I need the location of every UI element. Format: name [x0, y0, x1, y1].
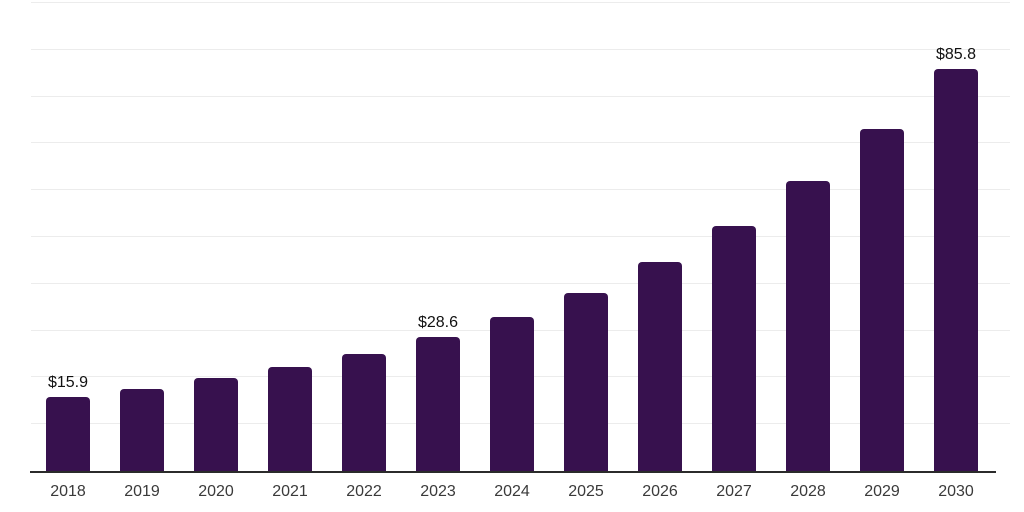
bar-slot-2024: [475, 3, 549, 471]
x-tick-label-2024: 2024: [494, 483, 530, 500]
gridline-40: [31, 282, 1010, 284]
bar-slot-2019: [105, 3, 179, 471]
gridline-80: [31, 95, 1010, 97]
bar-2024[interactable]: [490, 316, 534, 471]
x-tick-label-2030: 2030: [938, 483, 974, 500]
gridline-70: [31, 142, 1010, 144]
bar-2018[interactable]: [46, 396, 90, 471]
bar-slot-2026: [623, 3, 697, 471]
x-tick-label-2018: 2018: [50, 483, 86, 500]
bar-2030[interactable]: [934, 69, 978, 471]
x-axis-line: [30, 471, 996, 473]
bar-2028[interactable]: [786, 180, 830, 471]
gridline-100: [31, 2, 1010, 3]
value-label-2018: $15.9: [47, 373, 89, 391]
x-tick-label-2027: 2027: [716, 483, 752, 500]
x-tick-label-2025: 2025: [568, 483, 604, 500]
bars-container: $15.9 $28.6 $85.8: [31, 3, 993, 471]
x-tick-label-2022: 2022: [346, 483, 382, 500]
bar-2026[interactable]: [638, 262, 682, 471]
x-tick-label-2020: 2020: [198, 483, 234, 500]
x-tick-label-2029: 2029: [864, 483, 900, 500]
bar-2021[interactable]: [268, 367, 312, 471]
gridline-90: [31, 48, 1010, 50]
value-label-2023: $28.6: [417, 314, 459, 332]
plot-area: $15.9 $28.6 $85.8: [30, 2, 1010, 473]
bar-slot-2030: $85.8: [919, 3, 993, 471]
x-tick-label-2021: 2021: [272, 483, 308, 500]
bar-2027[interactable]: [712, 226, 756, 471]
bar-2029[interactable]: [860, 128, 904, 471]
bar-slot-2018: $15.9: [31, 3, 105, 471]
bar-2020[interactable]: [194, 377, 238, 471]
bar-slot-2029: [845, 3, 919, 471]
bar-slot-2023: $28.6: [401, 3, 475, 471]
x-tick-label-2023: 2023: [420, 483, 456, 500]
bar-2019[interactable]: [120, 388, 164, 471]
x-tick-label-2026: 2026: [642, 483, 678, 500]
bar-slot-2028: [771, 3, 845, 471]
gridline-60: [31, 189, 1010, 191]
bar-slot-2021: [253, 3, 327, 471]
bar-2022[interactable]: [342, 353, 386, 471]
bar-2023[interactable]: [416, 337, 460, 471]
x-axis-labels: 2018 2019 2020 2021 2022 2023 2024 2025 2026 2027…: [31, 482, 993, 501]
x-tick-label-2019: 2019: [124, 483, 160, 500]
bar-slot-2020: [179, 3, 253, 471]
bar-2025[interactable]: [564, 292, 608, 471]
x-tick-label-2028: 2028: [790, 483, 826, 500]
bar-slot-2025: [549, 3, 623, 471]
bar-slot-2022: [327, 3, 401, 471]
value-label-2030: $85.8: [935, 46, 977, 64]
gridline-50: [31, 236, 1010, 237]
bar-slot-2027: [697, 3, 771, 471]
